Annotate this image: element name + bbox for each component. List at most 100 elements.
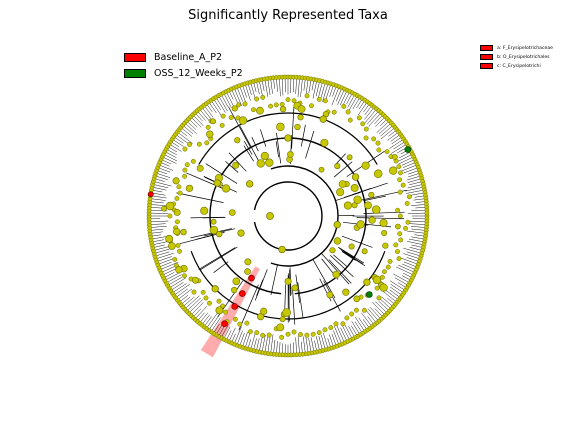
taxon-node [298, 332, 303, 337]
branch-line [149, 220, 169, 223]
branch-line [408, 238, 425, 243]
taxon-node [363, 135, 369, 141]
branch-line [343, 322, 353, 340]
taxon-node [403, 225, 408, 231]
taxon-node [353, 295, 361, 303]
clade-label: c: C_Erysipelotrichi [497, 63, 541, 69]
branch-line [177, 131, 193, 144]
branch-line [305, 336, 309, 354]
plot-title: Significantly Represented Taxa [188, 8, 388, 23]
branch-line [186, 297, 201, 312]
branch-line [250, 333, 256, 350]
taxon-node [172, 257, 178, 262]
branch-line [357, 101, 368, 116]
branch-line [244, 83, 251, 101]
taxon-node [391, 154, 398, 160]
taxon-node [338, 180, 347, 188]
taxon-node [207, 300, 212, 306]
taxon-node [404, 201, 410, 206]
taxon-node [161, 205, 167, 212]
branch-line [317, 81, 323, 99]
ring-arc-1 [253, 181, 323, 251]
branch-line [393, 141, 406, 150]
taxon-node [329, 247, 336, 254]
branch-line [312, 259, 336, 299]
branch-line [223, 326, 231, 340]
taxon-node [219, 122, 225, 128]
taxon-node [244, 320, 250, 326]
taxon-node [361, 161, 370, 170]
branch-line [220, 94, 229, 108]
branch-line [155, 252, 174, 260]
taxon-node [350, 184, 359, 192]
taxon-node [254, 96, 260, 102]
branch-line [411, 204, 427, 206]
branch-line [159, 261, 179, 271]
branch-line [320, 334, 326, 350]
taxon-node [231, 105, 238, 112]
branch-line [177, 288, 193, 301]
branch-line [175, 288, 188, 298]
branch-line [281, 77, 284, 96]
branch-line [348, 95, 358, 112]
taxon-node [276, 323, 285, 332]
branch-line [228, 106, 251, 147]
branch-line [380, 127, 396, 140]
taxon-node [285, 331, 291, 337]
taxon-node [353, 307, 359, 313]
branch-line [151, 241, 168, 246]
branch-line [176, 192, 224, 203]
taxon-node [316, 330, 322, 336]
branch-line [341, 235, 373, 248]
taxon-node [291, 329, 297, 335]
branch-line [297, 282, 304, 319]
legend-label: Baseline_A_P2 [154, 52, 223, 63]
branch-line [291, 106, 295, 149]
branch-line [239, 85, 247, 103]
branch-line [380, 125, 394, 137]
clade-legend-b: b: O_Erysipelotrichales [480, 54, 550, 60]
taxon-node [175, 243, 181, 248]
branch-line [393, 273, 410, 284]
branch-line [215, 96, 226, 113]
branch-line [172, 283, 187, 294]
branch-line [390, 286, 403, 296]
clade-node [333, 221, 341, 229]
branch-line [150, 198, 166, 201]
branch-line [341, 251, 356, 261]
branch-line [292, 77, 295, 93]
taxon-node [384, 149, 390, 155]
branch-line [396, 266, 414, 276]
taxon-node [232, 161, 240, 169]
branch-line [408, 220, 427, 223]
branch-line [403, 261, 418, 268]
taxon-node [379, 283, 388, 292]
taxon-node [173, 227, 181, 236]
branch-line [336, 325, 345, 344]
branch-line [162, 156, 177, 164]
branch-line [196, 234, 215, 240]
taxon-node [165, 201, 175, 211]
taxon-node [285, 97, 291, 103]
taxon-node [185, 184, 194, 192]
branch-line [321, 253, 350, 285]
taxon-node [371, 136, 377, 142]
branch-line [315, 336, 320, 352]
highlight-node-green [365, 291, 373, 298]
taxon-node [397, 213, 403, 219]
branch-line [184, 295, 200, 310]
branch-line [264, 336, 268, 354]
branch-line [295, 77, 297, 94]
branch-line [406, 189, 425, 194]
taxon-node [349, 311, 355, 317]
branch-line [361, 223, 392, 228]
branch-line [363, 195, 386, 202]
branch-line [149, 225, 167, 228]
branch-line [154, 248, 170, 254]
taxon-node [284, 277, 292, 285]
taxon-node [406, 194, 412, 200]
legend-entry-baseline: Baseline_A_P2 [124, 52, 222, 63]
taxon-node [221, 184, 231, 193]
taxon-node [167, 213, 173, 219]
branch-line [334, 326, 343, 345]
